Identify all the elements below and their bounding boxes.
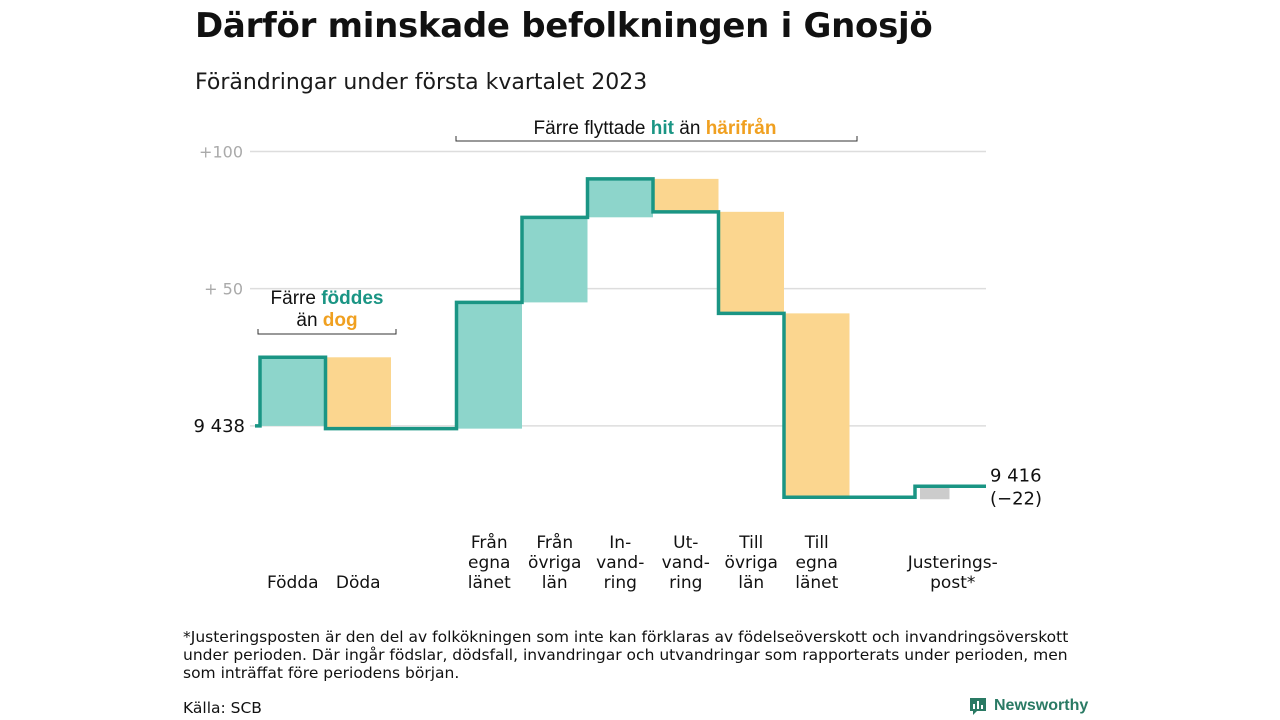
newsworthy-logo-icon	[970, 698, 986, 715]
footnote: *Justeringsposten är den del av folkökni…	[183, 628, 1069, 682]
deaths-annotation-text: än	[296, 310, 322, 331]
category-label-6: Till övriga län	[725, 533, 778, 593]
category-label-8: Justerings-post*	[907, 553, 998, 593]
y-tick-label-1: + 50	[204, 280, 243, 299]
migration-annotation-mid: än	[674, 118, 706, 139]
category-label-line: Till	[804, 533, 829, 553]
migration-harifran-highlight: härifrån	[706, 118, 777, 139]
y-tick-label-0: +100	[199, 142, 243, 161]
end-change-label: (−22)	[990, 488, 1042, 509]
category-label-line: Justerings-	[907, 553, 998, 573]
deaths-highlight: dog	[323, 310, 358, 331]
chart-subtitle: Förändringar under första kvartalet 2023	[195, 70, 648, 95]
category-label-line: Till	[738, 533, 763, 553]
category-label-5: Ut-vand-ring	[662, 533, 710, 593]
category-label-line: ring	[669, 573, 702, 593]
annotations: Färre föddes än dog Färre flyttade hit ä…	[257, 118, 858, 335]
category-label-line: ring	[604, 573, 637, 593]
migration-annotation-text: Färre flyttade	[534, 118, 651, 139]
category-label-line: Döda	[336, 573, 381, 593]
migration-annotation: Färre flyttade hit än härifrån	[534, 118, 777, 139]
category-label-line: övriga	[528, 553, 581, 573]
bar-0	[260, 357, 326, 426]
step-line	[255, 177, 986, 500]
migration-bracket	[455, 136, 858, 142]
bar-3	[522, 217, 588, 303]
brand-name: Newsworthy	[994, 697, 1089, 714]
start-value-label: 9 438	[193, 416, 245, 437]
births-annotation-text: Färre	[271, 288, 322, 309]
deaths-annotation: än dog	[296, 310, 357, 331]
category-label-line: länet	[795, 573, 838, 593]
chart-title: Därför minskade befolkningen i Gnosjö	[195, 6, 933, 46]
category-label-0: Födda	[267, 573, 319, 593]
births-bracket	[257, 329, 397, 335]
category-label-1: Döda	[336, 573, 381, 593]
category-label-line: län	[738, 573, 764, 593]
bar-2	[456, 302, 522, 429]
source-note: Källa: SCB	[183, 699, 262, 717]
category-label-line: län	[542, 573, 568, 593]
category-label-7: Till egna länet	[795, 533, 838, 593]
category-label-line: övriga	[725, 553, 778, 573]
category-label-line: Ut-	[673, 533, 698, 553]
category-label-line: vand-	[596, 553, 644, 573]
bars	[260, 178, 950, 500]
category-label-line: post*	[930, 573, 975, 593]
bar-1	[325, 357, 391, 429]
migration-hit-highlight: hit	[651, 118, 675, 139]
category-label-3: Från övriga län	[528, 532, 581, 593]
brand[interactable]: Newsworthy	[968, 696, 1088, 716]
category-label-line: egna	[796, 553, 838, 573]
category-label-4: In-vand-ring	[596, 533, 644, 593]
step-line-path	[255, 177, 986, 500]
bar-4	[587, 178, 653, 218]
bar-5	[653, 178, 719, 212]
end-value-label: 9 416	[990, 465, 1042, 486]
category-label-line: egna	[468, 553, 510, 573]
births-highlight: föddes	[321, 288, 383, 309]
category-label-line: Från	[471, 532, 508, 553]
bar-7	[784, 313, 850, 498]
births-annotation: Färre föddes	[271, 288, 384, 309]
category-label-line: länet	[468, 573, 511, 593]
bar-6	[718, 211, 784, 314]
category-label-line: vand-	[662, 553, 710, 573]
category-label-line: In-	[609, 533, 631, 553]
category-label-line: Från	[536, 532, 573, 553]
category-label-2: Från egna länet	[468, 532, 511, 593]
bar-8	[920, 486, 950, 500]
category-label-line: Födda	[267, 573, 319, 593]
